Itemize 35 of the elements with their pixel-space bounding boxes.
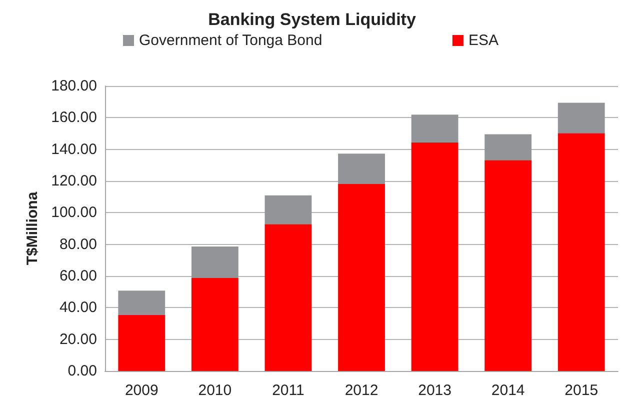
y-tick-label: 40.00 — [59, 299, 97, 316]
bar — [558, 102, 605, 134]
x-tick-label: 2010 — [198, 382, 232, 399]
x-tick-label: 2014 — [491, 382, 525, 399]
y-tick-label: 60.00 — [59, 268, 97, 284]
bar — [191, 278, 238, 371]
bar — [264, 195, 312, 224]
y-tick-label: 140.00 — [51, 140, 97, 158]
y-axis-title: T$Milliona — [24, 191, 42, 266]
bar — [558, 133, 605, 371]
x-tick-label: 2015 — [564, 382, 598, 399]
x-tick-label: 2011 — [272, 382, 304, 399]
bar — [411, 142, 458, 371]
chart-title: Banking System Liquidity — [208, 10, 416, 29]
legend-label: Government of Tonga Bond — [139, 32, 322, 49]
bar — [484, 160, 532, 371]
y-tick-label: 180.00 — [51, 78, 97, 94]
bar — [484, 134, 532, 160]
x-tick-label: 2009 — [124, 382, 158, 399]
y-tick-label: 120.00 — [51, 172, 97, 190]
bar — [338, 154, 385, 184]
x-tick-label: 2013 — [418, 382, 452, 399]
y-tick-label: 20.00 — [59, 330, 97, 348]
y-tick-label: 0.00 — [68, 362, 97, 380]
y-tick-label: 160.00 — [51, 109, 97, 126]
bar — [338, 184, 385, 371]
y-tick-label: 80.00 — [59, 236, 97, 253]
bar — [118, 290, 166, 315]
bar — [118, 314, 166, 371]
bar — [191, 246, 238, 278]
legend-label: ESA — [468, 32, 498, 49]
bar — [264, 224, 312, 371]
bar — [411, 114, 458, 142]
x-tick-label: 2012 — [344, 382, 378, 399]
y-tick-label: 100.00 — [51, 204, 97, 222]
